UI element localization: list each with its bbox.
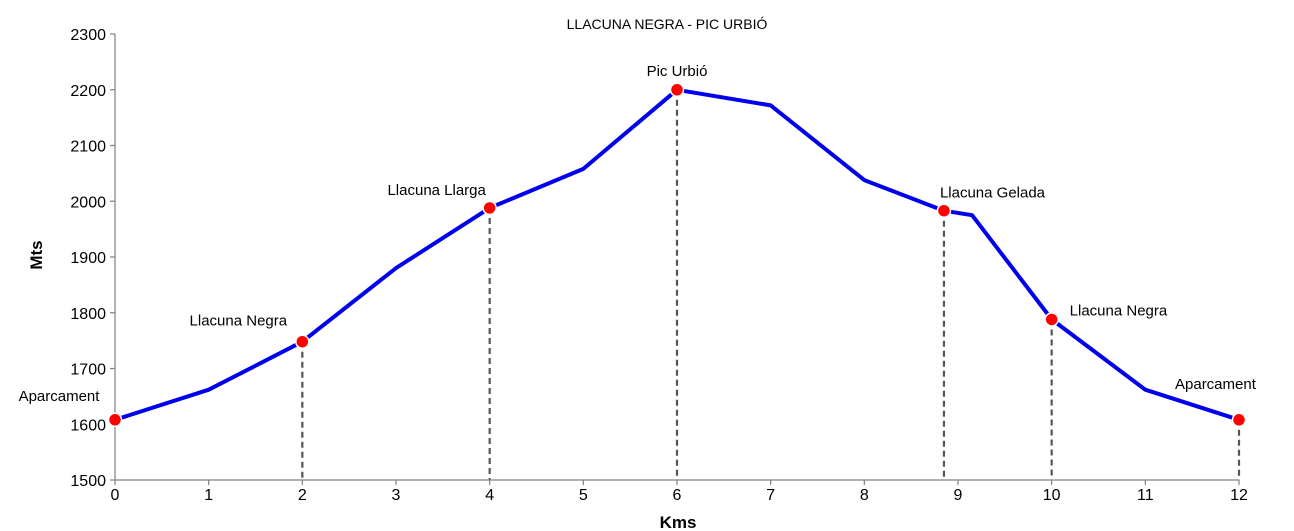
y-tick-label: 1800 xyxy=(70,306,106,323)
waypoint-markers xyxy=(107,82,1247,428)
series xyxy=(113,87,1241,422)
waypoint-label: Llacuna Negra xyxy=(1070,302,1168,319)
x-tick-label: 9 xyxy=(954,487,963,504)
y-axis-title: Mts xyxy=(27,240,46,269)
waypoint-marker xyxy=(936,203,952,218)
x-tick-label: 3 xyxy=(392,487,401,504)
waypoint-label: Aparcament xyxy=(1175,376,1257,393)
droplines xyxy=(301,89,1241,480)
x-tick-label: 8 xyxy=(860,487,869,504)
y-tick-label: 2000 xyxy=(70,194,106,211)
x-tick-label: 12 xyxy=(1230,487,1248,504)
elevation-line xyxy=(113,87,1241,422)
x-tick-label: 2 xyxy=(298,487,307,504)
y-tick-label: 2300 xyxy=(70,27,106,44)
y-tick-label: 1700 xyxy=(70,362,106,379)
y-tick-label: 2100 xyxy=(70,139,106,156)
y-tick-label: 1500 xyxy=(70,473,106,490)
waypoint-marker xyxy=(1044,312,1059,327)
y-tick-label: 1600 xyxy=(70,417,106,434)
waypoint-labels: Aparcament Llacuna Negra Llacuna Llarga Pic… xyxy=(19,63,1257,405)
waypoint-marker xyxy=(295,334,310,349)
waypoint-label: Llacuna Negra xyxy=(190,313,288,330)
waypoint-label: Llacuna Gelada xyxy=(940,185,1046,202)
waypoint-marker xyxy=(107,412,123,428)
waypoint-label: Pic Urbió xyxy=(647,63,708,80)
waypoint-label: Llacuna Llarga xyxy=(387,182,486,199)
x-tick-label: 7 xyxy=(766,487,775,504)
chart-title: LLACUNA NEGRA - PIC URBIÓ xyxy=(567,16,768,32)
x-tick-label: 5 xyxy=(579,487,588,504)
x-tick-label: 10 xyxy=(1043,487,1061,504)
x-tick-label: 1 xyxy=(204,487,213,504)
x-tick-label: 11 xyxy=(1137,487,1154,504)
waypoint-marker xyxy=(482,200,497,216)
y-tick-label: 1900 xyxy=(70,250,106,267)
x-axis: 0 1 2 3 4 5 6 7 8 9 10 11 12 xyxy=(111,479,1248,504)
x-tick-label: 4 xyxy=(485,487,494,504)
x-tick-label: 0 xyxy=(111,487,120,504)
waypoint-label: Aparcament xyxy=(19,388,101,405)
waypoint-marker xyxy=(1231,412,1247,428)
x-axis-title: Kms xyxy=(660,513,697,531)
y-tick-label: 2200 xyxy=(70,83,106,100)
x-tick-label: 6 xyxy=(673,487,682,504)
waypoint-marker xyxy=(669,82,685,97)
